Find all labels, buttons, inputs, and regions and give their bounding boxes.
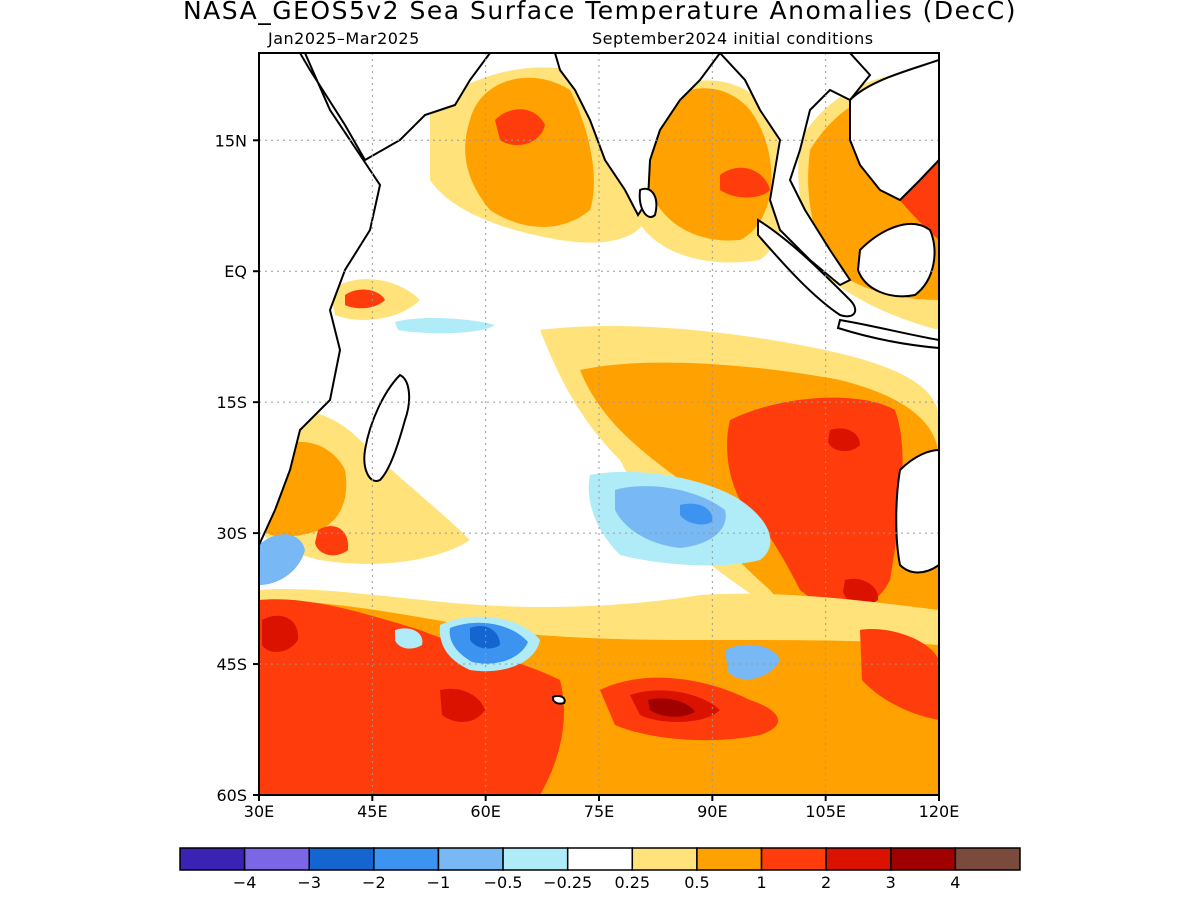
colorbar-label: 1 xyxy=(756,873,766,892)
anomaly-region-cool-equator xyxy=(395,318,495,334)
colorbar-swatch xyxy=(243,847,310,871)
y-tick-label: 30S xyxy=(216,524,247,543)
colorbar-label: 4 xyxy=(950,873,960,892)
land-indochina xyxy=(849,58,939,202)
colorbar-label: 0.25 xyxy=(614,873,650,892)
land-java xyxy=(836,318,939,350)
colorbar-label: −0.25 xyxy=(543,873,592,892)
x-tick-label: 60E xyxy=(470,802,500,821)
anomaly-region-bay-of-bengal xyxy=(648,88,772,241)
colorbar-label: −1 xyxy=(427,873,451,892)
chart-subtitle-initial-conditions: September2024 initial conditions xyxy=(592,29,874,48)
colorbar: −4 −3 −2 −1 −0.5 −0.25 0.25 0.5 1 2 3 4 xyxy=(179,847,1021,892)
anomaly-region-southern-ocean-darkest-central xyxy=(648,698,695,717)
colorbar-label: −0.5 xyxy=(484,873,523,892)
anomaly-region-south-cold-core xyxy=(470,625,500,649)
anomaly-region-bay-of-bengal-core xyxy=(720,167,770,198)
colorbar-label: 2 xyxy=(821,873,831,892)
land-borneo xyxy=(856,222,936,298)
anomaly-region-south-cold-east xyxy=(725,644,780,680)
anomaly-region-small-cold-west xyxy=(395,628,423,649)
colorbar-swatch xyxy=(308,847,375,871)
anomaly-region-southeast-indian-red xyxy=(727,397,903,610)
anomaly-region-southeast-indian-core-2 xyxy=(843,578,879,606)
x-tick-label: 90E xyxy=(697,802,727,821)
colorbar-label: −4 xyxy=(233,873,257,892)
colorbar-swatch xyxy=(954,847,1021,871)
axes: 30E 45E 60E 75E 90E 105E 120E 15N EQ 15S 30S 45S 60S xyxy=(215,131,960,821)
land-kerguelen xyxy=(551,694,566,705)
colorbar-swatch xyxy=(890,847,957,871)
colorbar-swatch xyxy=(502,847,569,871)
coastlines xyxy=(259,53,939,705)
colorbar-swatch xyxy=(566,847,634,871)
y-tick-label: 60S xyxy=(216,786,247,805)
y-tick-label: EQ xyxy=(224,262,247,281)
y-tick-label: 45S xyxy=(216,655,247,674)
colorbar-label: 0.5 xyxy=(684,873,709,892)
anomaly-region-southern-ocean-red-west xyxy=(259,599,564,795)
colorbar-swatch xyxy=(179,847,246,871)
colorbar-label: −2 xyxy=(362,873,386,892)
land-southeast-asia xyxy=(718,53,872,287)
x-tick-label: 120E xyxy=(919,802,960,821)
anomaly-region-arabian-sea xyxy=(465,77,594,227)
land-sumatra xyxy=(757,218,857,318)
x-tick-label: 30E xyxy=(244,802,274,821)
land-madagascar xyxy=(363,373,411,482)
anomaly-region-southern-ocean-dark-west xyxy=(440,688,485,722)
grid-lines xyxy=(259,53,939,795)
y-tick-label: 15N xyxy=(215,131,247,150)
colorbar-swatch xyxy=(825,847,892,871)
colorbar-swatch xyxy=(696,847,763,871)
colorbar-swatch xyxy=(437,847,504,871)
colorbar-swatch xyxy=(631,847,698,871)
colorbar-label: −3 xyxy=(297,873,321,892)
land-sri-lanka xyxy=(638,187,658,218)
anomaly-region-west-warm-core xyxy=(315,526,349,556)
land-australia xyxy=(895,448,939,574)
land-africa-arabia xyxy=(259,53,492,546)
anomaly-region-central-cold-core xyxy=(680,503,713,525)
anomaly-region-west-equatorial-core xyxy=(345,289,385,309)
colorbar-label: 3 xyxy=(886,873,896,892)
anomaly-region-central-cold xyxy=(615,486,726,548)
anomaly-region-west-cold xyxy=(259,534,305,585)
anomaly-region-southeast-indian-core xyxy=(828,428,860,452)
x-tick-label: 75E xyxy=(584,802,614,821)
x-tick-label: 45E xyxy=(357,802,387,821)
anomaly-region-southern-ocean-red-east xyxy=(860,629,939,720)
y-tick-label: 15S xyxy=(216,393,247,412)
x-tick-label: 105E xyxy=(805,802,846,821)
colorbar-swatch xyxy=(373,847,440,871)
anomaly-region-southern-ocean-dark-west-2 xyxy=(262,615,299,652)
chart-title: NASA_GEOS5v2 Sea Surface Temperature Ano… xyxy=(182,0,1018,25)
chart-subtitle-period: Jan2025–Mar2025 xyxy=(268,29,420,48)
anomaly-region-arabian-sea-core xyxy=(495,109,545,145)
colorbar-swatch xyxy=(760,847,827,871)
